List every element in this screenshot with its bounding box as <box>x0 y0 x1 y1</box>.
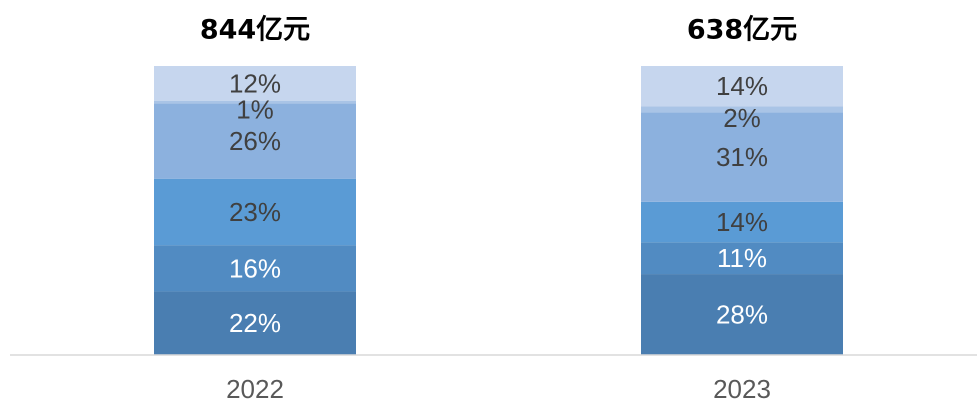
bar-segment-2022-s2 <box>154 245 356 292</box>
data-label-2022-s4: 26% <box>229 126 281 156</box>
data-label-2023-s6: 14% <box>716 71 768 101</box>
data-label-2022-s6: 12% <box>229 68 281 98</box>
data-label-2022-s5: 1% <box>236 95 274 125</box>
total-label-2022: 844亿元 <box>200 15 310 46</box>
bar-segment-2023-s5 <box>641 106 843 113</box>
bar-segment-2022-s3 <box>154 178 356 246</box>
bar-segment-2022-s6 <box>154 66 356 101</box>
bar-segment-2022-s4 <box>154 103 356 179</box>
labels-group: 22% 16% 23% 26%1%12% 844亿元 2022 28% 11% 14% 31% 2%… <box>200 15 797 405</box>
bars-group <box>154 66 843 355</box>
bar-segment-2023-s4 <box>641 112 843 202</box>
bar-segment-2023-s6 <box>641 66 843 107</box>
bar-segment-2023-s1 <box>641 274 843 355</box>
bar-segment-2022-s1 <box>154 291 356 355</box>
bar-segment-2022-s5 <box>154 100 356 104</box>
data-label-2023-s2: 11% <box>717 243 767 273</box>
bar-segment-2023-s3 <box>641 201 843 243</box>
data-label-2022-s2: 16% <box>229 253 281 283</box>
data-label-2022-s3: 23% <box>229 197 281 227</box>
data-label-2023-s5: 2% <box>723 103 761 133</box>
data-label-2022-s1: 22% <box>229 308 281 338</box>
total-label-2023: 638亿元 <box>687 15 797 46</box>
data-label-2023-s3: 14% <box>716 207 768 237</box>
x-tick-label-2022: 2022 <box>226 374 284 404</box>
data-label-2023-s4: 31% <box>716 142 768 172</box>
data-label-2023-s1: 28% <box>716 300 768 330</box>
bar-segment-2023-s2 <box>641 242 843 275</box>
x-tick-label-2023: 2023 <box>713 374 771 404</box>
